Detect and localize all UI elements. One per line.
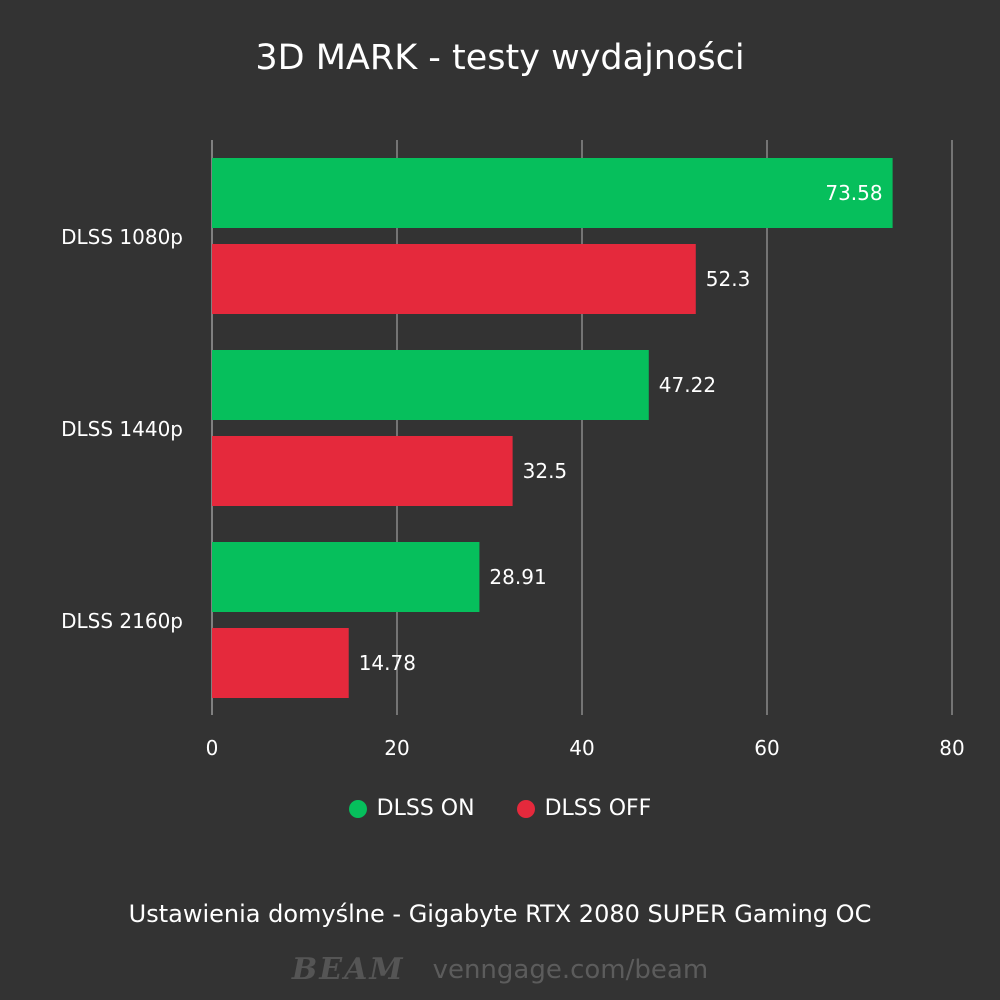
x-tick-label: 0 xyxy=(206,736,219,760)
chart-title: 3D MARK - testy wydajności xyxy=(255,38,745,78)
legend-label-dlss-on: DLSS ON xyxy=(376,796,475,821)
legend-label-dlss-off: DLSS OFF xyxy=(544,796,652,821)
legend-swatch-dlss-on xyxy=(348,799,367,818)
x-tick-label: 20 xyxy=(384,736,409,760)
data-label: 73.58 xyxy=(825,181,882,205)
data-label: 32.5 xyxy=(523,459,568,483)
chart-subtitle: Ustawienia domyślne - Gigabyte RTX 2080 … xyxy=(128,900,872,928)
footer-url: venngage.com/beam xyxy=(432,954,709,985)
bar xyxy=(212,542,480,612)
bar-chart: 0 20 40 60 80 DLSS 1080p 73.58 52.3 DLSS 1440p 47… xyxy=(61,140,965,760)
footer: BEAM venngage.com/beam xyxy=(0,952,1000,987)
category-label: DLSS 1080p xyxy=(61,225,183,249)
bar xyxy=(212,158,893,228)
data-label: 14.78 xyxy=(359,651,416,675)
data-label: 52.3 xyxy=(706,267,751,291)
bar xyxy=(212,436,513,506)
bar xyxy=(212,244,696,314)
x-tick-label: 40 xyxy=(569,736,594,760)
category-label: DLSS 2160p xyxy=(61,609,183,633)
x-tick-label: 80 xyxy=(939,736,964,760)
bar xyxy=(212,350,649,420)
category-label: DLSS 1440p xyxy=(61,417,183,441)
bar xyxy=(212,628,349,698)
brand-logo: BEAM xyxy=(291,952,405,987)
legend-swatch-dlss-off xyxy=(516,799,535,818)
data-label: 28.91 xyxy=(489,565,546,589)
legend-item-dlss-on: DLSS ON xyxy=(348,796,475,821)
legend: DLSS ON DLSS OFF xyxy=(0,796,1000,821)
x-tick-label: 60 xyxy=(754,736,779,760)
legend-item-dlss-off: DLSS OFF xyxy=(516,796,652,821)
data-label: 47.22 xyxy=(659,373,716,397)
